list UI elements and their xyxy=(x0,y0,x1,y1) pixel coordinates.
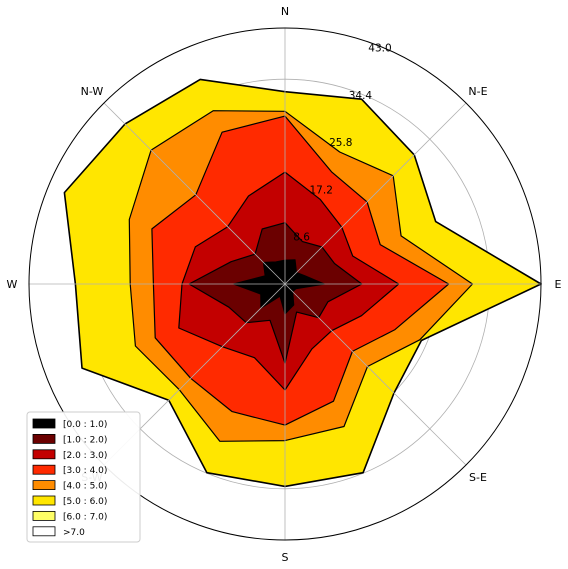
legend-swatch xyxy=(32,449,56,460)
legend[interactable]: [0.0 : 1.0) [1.0 : 2.0) [2.0 : 3.0) [3.0 : … xyxy=(26,411,141,543)
legend-label: [3.0 : 4.0) xyxy=(63,466,107,476)
legend-swatch xyxy=(32,510,56,521)
legend-label: [1.0 : 2.0) xyxy=(63,435,107,445)
direction-label: N xyxy=(281,5,289,18)
legend-swatch xyxy=(32,526,56,537)
radial-tick-label: 43.0 xyxy=(368,43,391,55)
radial-tick-label: 8.6 xyxy=(293,232,310,244)
direction-label: N-E xyxy=(468,85,487,98)
outer-frame xyxy=(28,27,542,541)
direction-label: S-E xyxy=(469,471,487,484)
direction-label: E xyxy=(555,278,562,291)
legend-label: [0.0 : 1.0) xyxy=(63,420,107,430)
grid-spoke xyxy=(103,102,286,285)
legend-swatch xyxy=(32,433,56,444)
legend-box xyxy=(26,411,141,543)
legend-swatch xyxy=(32,480,56,491)
grid-spoke xyxy=(284,283,467,466)
legend-label: [5.0 : 6.0) xyxy=(63,497,107,507)
legend-label: [6.0 : 7.0) xyxy=(63,512,107,522)
legend-swatch xyxy=(32,464,56,475)
direction-label: S xyxy=(282,551,289,564)
legend-label: [4.0 : 5.0) xyxy=(63,482,107,492)
direction-label: W xyxy=(7,278,18,291)
grid-spoke xyxy=(284,102,467,285)
radial-tick-label: 25.8 xyxy=(329,137,352,149)
radial-tick-label: 34.4 xyxy=(349,90,373,102)
radial-tick-label: 17.2 xyxy=(310,184,333,196)
radial-tick-labels: 8.6 17.2 25.8 34.4 43.0 xyxy=(293,43,391,244)
legend-swatch xyxy=(32,418,56,429)
legend-swatch xyxy=(32,495,56,506)
legend-label: >7.0 xyxy=(63,528,85,538)
legend-label: [2.0 : 3.0) xyxy=(63,451,107,461)
direction-label: N-W xyxy=(81,85,104,98)
